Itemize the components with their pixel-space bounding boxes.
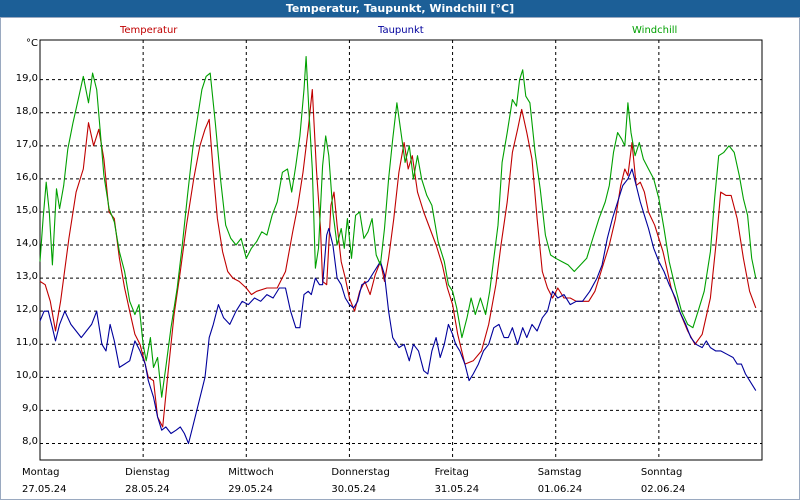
x-tick-label: Montag 27.05.24 bbox=[22, 464, 67, 498]
legend-item-temperatur: Temperatur bbox=[120, 25, 178, 36]
y-tick-label: 17,0 bbox=[15, 138, 38, 150]
x-tick-label: Sonntag 02.06.24 bbox=[641, 464, 686, 498]
series-line-taupunkt bbox=[39, 168, 757, 445]
x-tick-label: Samstag 01.06.24 bbox=[538, 464, 583, 498]
x-tick-weekday: Samstag bbox=[537, 467, 582, 478]
x-tick-date: 31.05.24 bbox=[434, 484, 480, 495]
y-tick-label: 16,0 bbox=[15, 171, 38, 183]
x-tick-weekday: Sonntag bbox=[640, 467, 683, 478]
x-tick-weekday: Donnerstag bbox=[331, 467, 390, 478]
x-tick-weekday: Mittwoch bbox=[228, 467, 274, 478]
y-tick-label: 18,0 bbox=[15, 105, 38, 117]
legend-item-taupunkt: Taupunkt bbox=[378, 25, 424, 36]
series-line-windchill bbox=[39, 55, 757, 398]
legend-item-windchill: Windchill bbox=[632, 25, 678, 36]
x-tick-date: 28.05.24 bbox=[125, 484, 170, 495]
x-tick-weekday: Montag bbox=[22, 467, 60, 478]
x-tick-date: 30.05.24 bbox=[331, 484, 376, 495]
plot-area bbox=[39, 39, 763, 461]
y-axis-unit-label: °C bbox=[26, 38, 38, 49]
plot-border bbox=[39, 39, 763, 461]
y-tick-label: 14,0 bbox=[15, 238, 38, 250]
x-tick-label: Mittwoch 29.05.24 bbox=[228, 464, 273, 498]
y-tick-label: 13,0 bbox=[15, 271, 38, 283]
x-tick-date: 29.05.24 bbox=[228, 484, 273, 495]
x-tick-date: 27.05.24 bbox=[22, 484, 67, 495]
y-tick-label: 19,0 bbox=[15, 72, 38, 84]
y-tick-label: 15,0 bbox=[15, 204, 38, 216]
x-tick-label: Dienstag 28.05.24 bbox=[125, 464, 170, 498]
x-tick-weekday: Freitag bbox=[434, 467, 469, 478]
x-tick-label: Freitag 31.05.24 bbox=[435, 464, 480, 498]
x-tick-date: 02.06.24 bbox=[640, 484, 686, 495]
y-tick-label: 8,0 bbox=[22, 436, 38, 448]
y-tick-label: 12,0 bbox=[15, 304, 38, 316]
y-tick-label: 9,0 bbox=[22, 403, 38, 415]
y-tick-label: 10,0 bbox=[15, 370, 38, 382]
chart-title: Temperatur, Taupunkt, Windchill [°C] bbox=[0, 0, 800, 17]
x-tick-weekday: Dienstag bbox=[125, 467, 170, 478]
x-tick-label: Donnerstag 30.05.24 bbox=[331, 464, 389, 498]
y-tick-label: 11,0 bbox=[15, 337, 38, 349]
x-tick-date: 01.06.24 bbox=[537, 484, 583, 495]
series-line-temperatur bbox=[39, 89, 757, 428]
